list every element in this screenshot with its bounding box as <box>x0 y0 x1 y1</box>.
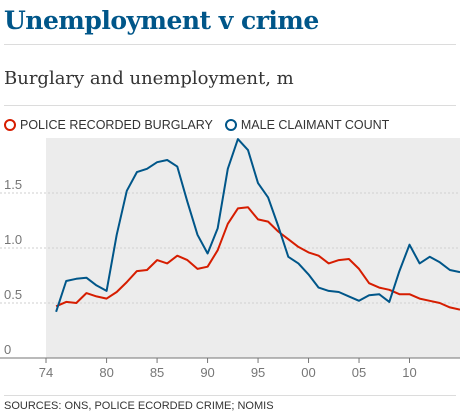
x-tick-label: 80 <box>99 365 113 380</box>
y-tick-label: 1.5 <box>4 177 22 192</box>
x-tick-label: 85 <box>150 365 164 380</box>
y-tick-label: 0.5 <box>4 287 22 302</box>
legend-item-claimant: MALE CLAIMANT COUNT <box>224 118 390 132</box>
legend-item-burglary: POLICE RECORDED BURGLARY <box>4 118 213 132</box>
series-line-claimant <box>55 138 460 313</box>
x-tick-label: 00 <box>301 365 315 380</box>
title-divider <box>4 44 456 45</box>
y-tick-label: 0 <box>4 342 11 357</box>
source-divider <box>4 395 456 396</box>
subtitle-divider <box>4 105 456 106</box>
x-tick-label: 10 <box>402 365 416 380</box>
x-tick-label: 90 <box>200 365 214 380</box>
legend-swatch-burglary <box>4 119 16 131</box>
legend-label-burglary: POLICE RECORDED BURGLARY <box>20 118 213 132</box>
y-tick-label: 1.0 <box>4 232 22 247</box>
chart-title: Unemployment v crime <box>4 6 319 35</box>
x-tick-label: 95 <box>251 365 265 380</box>
source-note: SOURCES: ONS, POLICE ECORDED CRIME; NOMI… <box>4 400 274 412</box>
x-tick-label: 05 <box>352 365 366 380</box>
chart-legend: POLICE RECORDED BURGLARY MALE CLAIMANT C… <box>4 117 401 133</box>
legend-label-claimant: MALE CLAIMANT COUNT <box>240 118 390 132</box>
legend-swatch-claimant <box>224 119 237 131</box>
x-tick-label: 74 <box>39 365 53 380</box>
line-chart: 0 0.5 1.0 1.5 74 80 85 90 95 00 05 10 <box>0 138 460 380</box>
chart-subtitle: Burglary and unemployment, m <box>4 68 294 89</box>
